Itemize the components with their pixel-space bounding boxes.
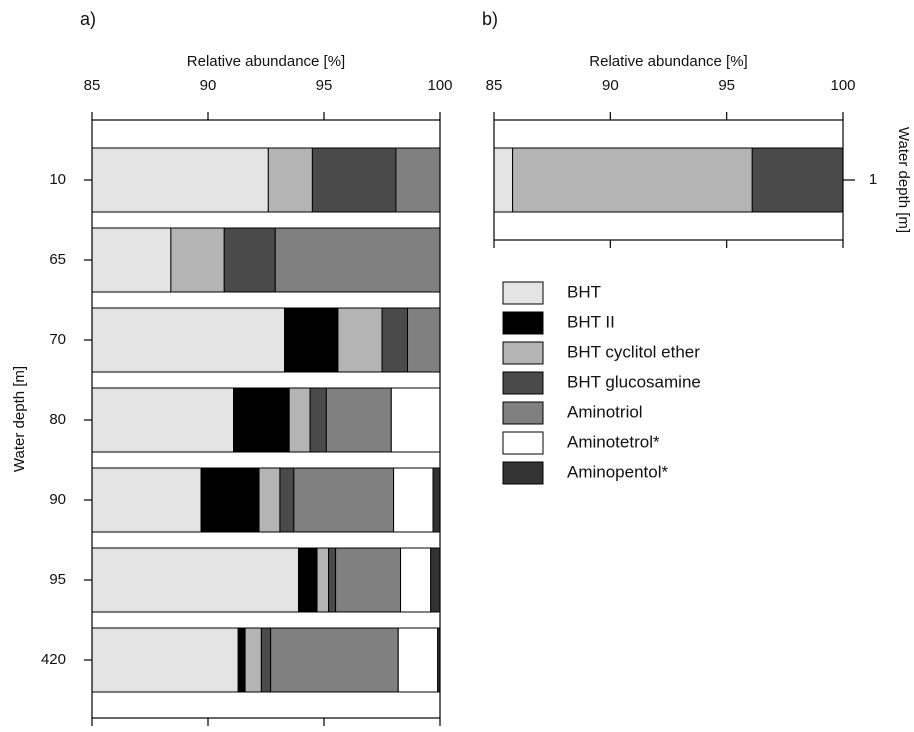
bar-segment xyxy=(284,307,339,373)
bar-segment xyxy=(293,467,395,533)
bar-segment xyxy=(91,387,235,453)
bar-segment xyxy=(267,147,313,213)
bar-segment xyxy=(335,547,402,613)
bar-segment xyxy=(316,547,330,613)
bar-segment xyxy=(430,547,441,613)
x-tick-label: 85 xyxy=(486,77,503,94)
y-tick-label: 65 xyxy=(49,251,66,268)
legend-label: Aminopentol* xyxy=(567,462,669,481)
panel-label: b) xyxy=(482,9,498,29)
y-axis-title: Water depth [m] xyxy=(895,127,912,233)
bar-segment xyxy=(337,307,383,373)
bar-segment xyxy=(328,547,337,613)
bar-segment xyxy=(390,387,441,453)
legend-swatch xyxy=(502,311,544,335)
x-axis-title: Relative abundance [%] xyxy=(187,53,345,70)
bar-segment xyxy=(393,467,434,533)
y-tick-label: 80 xyxy=(49,411,66,428)
legend-label: Aminotetrol* xyxy=(567,432,660,451)
panel-label: a) xyxy=(80,9,96,29)
y-tick-label: 1 xyxy=(869,171,877,188)
bar-segment xyxy=(432,467,441,533)
legend-label: BHT xyxy=(567,282,601,301)
bar-segment xyxy=(325,387,392,453)
bar-segment xyxy=(91,227,172,293)
bar-segment xyxy=(381,307,409,373)
x-tick-label: 90 xyxy=(200,77,217,94)
y-tick-label: 70 xyxy=(49,331,66,348)
legend-swatch xyxy=(502,461,544,485)
bar-segment xyxy=(91,467,202,533)
y-tick-label: 10 xyxy=(49,171,66,188)
bar-segment xyxy=(200,467,260,533)
bar-segment xyxy=(237,627,246,693)
bar-segment xyxy=(288,387,311,453)
bar-segment xyxy=(400,547,432,613)
legend-label: Aminotriol xyxy=(567,402,643,421)
x-tick-label: 95 xyxy=(316,77,333,94)
legend-swatch xyxy=(502,371,544,395)
legend-swatch xyxy=(502,431,544,455)
x-axis-title: Relative abundance [%] xyxy=(589,53,747,70)
bar-segment xyxy=(274,227,441,293)
bar-segment xyxy=(91,307,286,373)
legend-swatch xyxy=(502,401,544,425)
bar-segment xyxy=(270,627,399,693)
y-tick-label: 420 xyxy=(41,651,66,668)
bar-segment xyxy=(309,387,327,453)
x-tick-label: 90 xyxy=(602,77,619,94)
y-axis-title: Water depth [m] xyxy=(11,366,28,472)
legend-label: BHT glucosamine xyxy=(567,372,701,391)
bar-segment xyxy=(493,147,514,213)
bar-segment xyxy=(512,147,753,213)
bar-segment xyxy=(751,147,844,213)
bar-segment xyxy=(170,227,225,293)
x-tick-label: 100 xyxy=(427,77,452,94)
bar-segment xyxy=(258,467,281,533)
bar-segment xyxy=(91,547,299,613)
legend-swatch xyxy=(502,281,544,305)
x-tick-label: 95 xyxy=(718,77,735,94)
bar-segment xyxy=(297,547,318,613)
plot-frame xyxy=(91,119,441,719)
bar-segment xyxy=(395,147,441,213)
legend-swatch xyxy=(502,341,544,365)
bar-segment xyxy=(244,627,262,693)
bar-segment xyxy=(279,467,295,533)
x-tick-label: 85 xyxy=(84,77,101,94)
y-tick-label: 95 xyxy=(49,571,66,588)
bar-segment xyxy=(311,147,397,213)
bar-segment xyxy=(407,307,441,373)
x-tick-label: 100 xyxy=(830,77,855,94)
y-tick-label: 90 xyxy=(49,491,66,508)
bar-segment xyxy=(91,627,239,693)
bar-segment xyxy=(91,147,269,213)
bar-segment xyxy=(260,627,272,693)
bar-segment xyxy=(233,387,290,453)
bar-segment xyxy=(397,627,439,693)
legend-label: BHT II xyxy=(567,312,615,331)
plot-frame xyxy=(493,119,844,241)
legend-label: BHT cyclitol ether xyxy=(567,342,700,361)
bar-segment xyxy=(223,227,276,293)
